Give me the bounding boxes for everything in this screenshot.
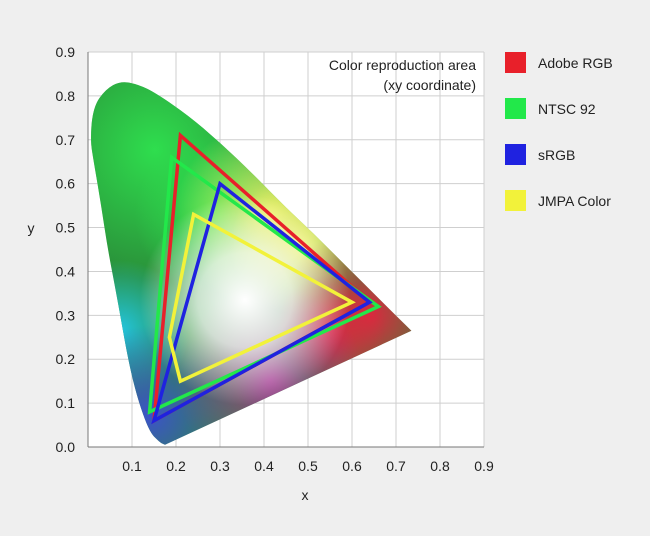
y-tick-label: 0.9 [56, 44, 76, 60]
gamut-srgb [151, 180, 373, 425]
legend-swatch [505, 144, 526, 165]
legend-swatch [505, 190, 526, 211]
legend-item: Adobe RGB [505, 52, 613, 73]
gamut-series [147, 131, 382, 425]
tick-labels: 0.1 0.2 0.3 0.4 0.5 0.6 0.7 0.8 0.9 0.0 0.1 0.2 0.3 0… [56, 44, 494, 474]
y-tick-label: 0.1 [56, 395, 76, 411]
x-axis-title: x [302, 487, 309, 503]
y-tick-label: 0.4 [56, 263, 76, 279]
legend-swatch [505, 98, 526, 119]
x-tick-label: 0.1 [122, 458, 142, 474]
annotation-line-2: (xy coordinate) [383, 77, 476, 93]
x-tick-label: 0.4 [254, 458, 274, 474]
legend-label: sRGB [538, 147, 575, 163]
y-tick-label: 0.7 [56, 132, 76, 148]
y-tick-label: 0.2 [56, 351, 76, 367]
legend-item: NTSC 92 [505, 98, 596, 119]
y-tick-label: 0.6 [56, 176, 76, 192]
legend: Adobe RGB NTSC 92 sRGB JMPA Color [505, 52, 613, 211]
legend-label: JMPA Color [538, 193, 611, 209]
y-tick-label: 0.3 [56, 307, 76, 323]
x-tick-label: 0.3 [210, 458, 230, 474]
y-tick-label: 0.5 [56, 220, 76, 236]
x-tick-label: 0.8 [430, 458, 450, 474]
x-tick-label: 0.2 [166, 458, 186, 474]
x-tick-label: 0.7 [386, 458, 406, 474]
y-tick-label: 0.0 [56, 439, 76, 455]
axes [87, 52, 484, 448]
legend-label: NTSC 92 [538, 101, 596, 117]
annotation-line-1: Color reproduction area [329, 57, 476, 73]
x-tick-label: 0.9 [474, 458, 494, 474]
x-tick-label: 0.5 [298, 458, 318, 474]
gamut-jmpa-color [167, 211, 356, 384]
y-tick-label: 0.8 [56, 88, 76, 104]
legend-item: sRGB [505, 144, 575, 165]
x-tick-label: 0.6 [342, 458, 362, 474]
legend-label: Adobe RGB [538, 55, 613, 71]
y-axis-title: y [28, 220, 35, 236]
legend-item: JMPA Color [505, 190, 611, 211]
legend-swatch [505, 52, 526, 73]
